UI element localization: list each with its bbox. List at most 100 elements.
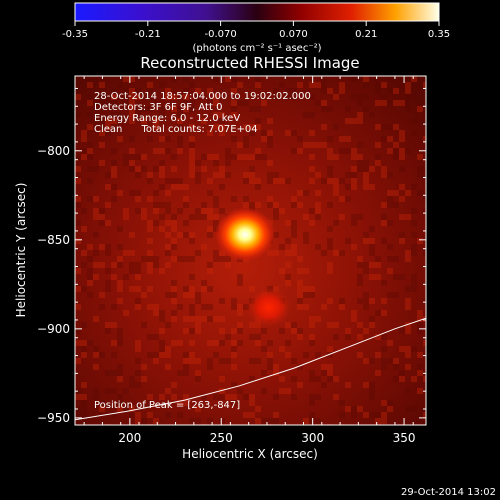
texture-pixel xyxy=(339,88,345,94)
texture-pixel xyxy=(399,274,405,280)
texture-pixel xyxy=(273,232,279,238)
texture-pixel xyxy=(153,208,159,214)
texture-pixel xyxy=(351,118,357,124)
texture-pixel xyxy=(189,358,195,364)
texture-pixel xyxy=(339,148,345,154)
texture-pixel xyxy=(267,418,273,424)
texture-pixel xyxy=(309,286,315,292)
texture-pixel xyxy=(339,82,345,88)
texture-pixel xyxy=(93,346,99,352)
texture-pixel xyxy=(171,94,177,100)
texture-pixel xyxy=(219,166,225,172)
texture-pixel xyxy=(171,238,177,244)
texture-pixel xyxy=(123,160,129,166)
texture-pixel xyxy=(183,328,189,334)
texture-pixel xyxy=(219,184,225,190)
texture-pixel xyxy=(357,406,363,412)
texture-pixel xyxy=(375,262,381,268)
texture-pixel xyxy=(153,256,159,262)
primary-source xyxy=(215,207,276,262)
texture-pixel xyxy=(333,178,339,184)
texture-pixel xyxy=(237,82,243,88)
texture-pixel xyxy=(375,418,381,424)
texture-pixel xyxy=(261,154,267,160)
texture-pixel xyxy=(345,382,351,388)
texture-pixel xyxy=(351,310,357,316)
x-axis-label: Heliocentric X (arcsec) xyxy=(182,447,318,461)
texture-pixel xyxy=(405,250,411,256)
texture-pixel xyxy=(399,130,405,136)
texture-pixel xyxy=(183,316,189,322)
texture-pixel xyxy=(411,118,417,124)
texture-pixel xyxy=(363,76,369,82)
texture-pixel xyxy=(135,304,141,310)
texture-pixel xyxy=(117,370,123,376)
texture-pixel xyxy=(111,274,117,280)
texture-pixel xyxy=(357,160,363,166)
texture-pixel xyxy=(75,94,81,100)
texture-pixel xyxy=(279,346,285,352)
texture-pixel xyxy=(405,328,411,334)
texture-pixel xyxy=(165,262,171,268)
texture-pixel xyxy=(147,238,153,244)
texture-pixel xyxy=(315,394,321,400)
texture-pixel xyxy=(267,172,273,178)
texture-pixel xyxy=(153,118,159,124)
texture-pixel xyxy=(327,172,333,178)
texture-pixel xyxy=(159,226,165,232)
texture-pixel xyxy=(153,148,159,154)
texture-pixel xyxy=(411,280,417,286)
texture-pixel xyxy=(381,280,387,286)
texture-pixel xyxy=(159,166,165,172)
texture-pixel xyxy=(99,292,105,298)
texture-pixel xyxy=(165,136,171,142)
texture-pixel xyxy=(339,400,345,406)
texture-pixel xyxy=(225,172,231,178)
texture-pixel xyxy=(183,292,189,298)
texture-pixel xyxy=(129,154,135,160)
texture-pixel xyxy=(183,352,189,358)
texture-pixel xyxy=(105,280,111,286)
texture-pixel xyxy=(87,196,93,202)
texture-pixel xyxy=(381,400,387,406)
texture-pixel xyxy=(321,142,327,148)
texture-pixel xyxy=(267,136,273,142)
texture-pixel xyxy=(111,388,117,394)
info-detectors: Detectors: 3F 6F 9F, Att 0 xyxy=(94,102,222,113)
texture-pixel xyxy=(417,310,423,316)
texture-pixel xyxy=(381,412,387,418)
texture-pixel xyxy=(279,244,285,250)
texture-pixel xyxy=(255,106,261,112)
texture-pixel xyxy=(261,136,267,142)
texture-pixel xyxy=(285,238,291,244)
texture-pixel xyxy=(189,328,195,334)
texture-pixel xyxy=(231,154,237,160)
texture-pixel xyxy=(315,100,321,106)
texture-pixel xyxy=(141,256,147,262)
texture-pixel xyxy=(213,202,219,208)
texture-pixel xyxy=(357,154,363,160)
y-axis-label: Heliocentric Y (arcsec) xyxy=(14,183,28,318)
texture-pixel xyxy=(387,292,393,298)
texture-pixel xyxy=(411,76,417,82)
texture-pixel xyxy=(285,388,291,394)
texture-pixel xyxy=(249,178,255,184)
texture-pixel xyxy=(75,358,81,364)
texture-pixel xyxy=(267,130,273,136)
texture-pixel xyxy=(183,256,189,262)
texture-pixel xyxy=(225,256,231,262)
texture-pixel xyxy=(81,148,87,154)
texture-pixel xyxy=(333,124,339,130)
texture-pixel xyxy=(327,322,333,328)
texture-pixel xyxy=(357,142,363,148)
texture-pixel xyxy=(309,178,315,184)
texture-pixel xyxy=(315,376,321,382)
texture-pixel xyxy=(87,124,93,130)
texture-pixel xyxy=(375,160,381,166)
texture-pixel xyxy=(147,178,153,184)
texture-pixel xyxy=(153,202,159,208)
texture-pixel xyxy=(285,352,291,358)
texture-pixel xyxy=(75,304,81,310)
texture-pixel xyxy=(357,274,363,280)
